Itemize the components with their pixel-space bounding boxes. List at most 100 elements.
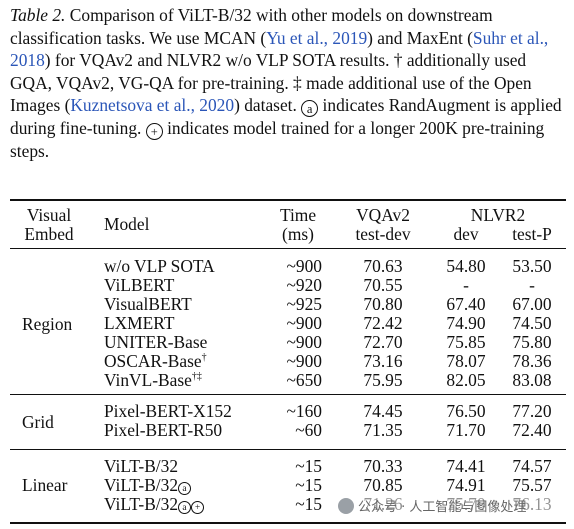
table-cell-nlvr-test: -: [529, 275, 535, 295]
table-cell-nlvr-dev: 75.85: [446, 332, 486, 352]
table-cell-nlvr-test: 75.57: [512, 475, 552, 495]
table-cell-vqa: 70.33: [363, 456, 403, 476]
circled-a-icon: a: [178, 501, 192, 514]
table-row-model: ViLT-B/32 a +: [104, 494, 205, 514]
table-cell-time: ~15: [295, 475, 322, 495]
table-row-model: VisualBERT: [104, 294, 192, 314]
table-cell-nlvr-dev: 82.05: [446, 370, 486, 390]
header-nlvr-test: test-P: [512, 224, 552, 244]
header-vqa-split: test-dev: [355, 224, 411, 244]
model-name: VisualBERT: [104, 294, 192, 314]
group-label-grid: Grid: [22, 412, 54, 432]
table-cell-time: ~15: [295, 456, 322, 476]
header-visual-embed: Embed: [24, 224, 74, 244]
header-model: Model: [104, 214, 150, 234]
table-cell-nlvr-test: 75.80: [512, 332, 552, 352]
table-cell-nlvr-test: 78.36: [512, 351, 552, 371]
table-row-model: VinVL-Base†‡: [104, 370, 202, 390]
model-name: w/o VLP SOTA: [104, 256, 215, 276]
group-label-linear: Linear: [22, 475, 68, 495]
bottom-rule: [10, 522, 566, 524]
circled-plus-icon: +: [191, 501, 205, 514]
table-cell-time: ~160: [286, 401, 323, 421]
group-label-region: Region: [22, 314, 73, 334]
table-cell-vqa: 70.55: [363, 275, 403, 295]
table-cell-time: ~900: [286, 332, 323, 352]
top-rule: [10, 199, 566, 201]
table-cell-time: ~925: [286, 294, 323, 314]
table-cell-nlvr-test: 83.08: [512, 370, 552, 390]
table-cell-vqa: 72.70: [363, 332, 403, 352]
model-name: Pixel-BERT-R50: [104, 420, 223, 440]
watermark-text: 公众号 · 人工智能与图像处理: [358, 500, 527, 515]
table-cell-time: ~650: [286, 370, 323, 390]
circled-a-icon: a: [301, 100, 319, 118]
table-cell-time: ~15: [295, 494, 322, 514]
citation-link-suhr[interactable]: Suhr et al., 2018: [10, 27, 549, 71]
table-cell-nlvr-test: 67.00: [512, 294, 552, 314]
table-cell-time: ~900: [286, 256, 323, 276]
model-name: ViLT-B/32: [104, 456, 179, 476]
table-row-model: LXMERT: [104, 313, 174, 333]
citation-link-kuznetsova[interactable]: Kuznetsova et al., 2020: [70, 95, 235, 116]
table-row-model: ViLT-B/32: [104, 456, 178, 476]
table-cell-nlvr-dev: 76.50: [446, 401, 486, 421]
caption-text: ) for VQAv2 and NLVR2 w/o VLP SOTA resul…: [10, 50, 532, 116]
table-cell-vqa: 73.16: [363, 351, 403, 371]
citation-link-yu[interactable]: Yu et al., 2019: [266, 27, 368, 48]
header-nlvr: NLVR2: [470, 205, 526, 225]
caption-label: Table 2.: [10, 5, 66, 25]
caption-text: ) and MaxEnt (: [367, 27, 473, 48]
table-cell-vqa: 74.45: [363, 401, 403, 421]
table-row-model: Pixel-BERT-X152: [104, 401, 232, 421]
model-name: OSCAR-Base: [104, 351, 202, 371]
table-cell-vqa: 75.95: [363, 370, 403, 390]
model-name: ViLT-B/32: [104, 475, 179, 495]
table-cell-vqa: 71.35: [363, 420, 403, 440]
model-name: VinVL-Base: [104, 370, 192, 390]
caption-text: indicates RandAugment is applied during …: [10, 95, 562, 139]
table-row-model: w/o VLP SOTA: [104, 256, 215, 276]
model-name: LXMERT: [104, 313, 175, 333]
header-nlvr-dev: dev: [453, 224, 479, 244]
table-cell-nlvr-dev: 74.41: [446, 456, 486, 476]
table-cell-vqa: 70.85: [363, 475, 403, 495]
table-cell-nlvr-test: 77.20: [512, 401, 552, 421]
table-cell-nlvr-test: 53.50: [512, 256, 552, 276]
table-caption: Table 2. Comparison of ViLT-B/32 with ot…: [10, 4, 566, 163]
model-name: ViLT-B/32: [104, 494, 179, 514]
table-row-model: ViLT-B/32 a: [104, 475, 192, 495]
table-row-model: ViLBERT: [104, 275, 174, 295]
table-cell-nlvr-dev: 54.80: [446, 256, 486, 276]
wechat-icon: [338, 498, 354, 514]
header-rule: [10, 248, 566, 249]
group-rule: [10, 394, 566, 395]
table-cell-nlvr-test: 72.40: [512, 420, 552, 440]
table-cell-time: ~60: [295, 420, 322, 440]
header-vqa: VQAv2: [356, 205, 410, 225]
table-cell-nlvr-dev: 74.91: [446, 475, 486, 495]
table-cell-nlvr-test: 74.57: [512, 456, 552, 476]
footnote-mark: †: [201, 352, 207, 364]
table-cell-nlvr-dev: 71.70: [446, 420, 486, 440]
table-cell-nlvr-dev: -: [463, 275, 469, 295]
table-cell-time: ~900: [286, 313, 323, 333]
table-cell-vqa: 70.63: [363, 256, 403, 276]
header-visual-embed: Visual: [26, 205, 72, 225]
watermark: 公众号 · 人工智能与图像处理: [338, 496, 570, 520]
header-time: Time: [279, 205, 317, 225]
table-cell-vqa: 72.42: [363, 313, 403, 333]
comparison-table: Visual Embed Model Time (ms) VQAv2 test-…: [10, 199, 566, 529]
table-cell-nlvr-dev: 78.07: [446, 351, 486, 371]
circled-a-icon: a: [178, 482, 192, 495]
table-cell-vqa: 70.80: [363, 294, 403, 314]
caption-text: indicates model trained for a longer 200…: [10, 118, 545, 162]
footnote-mark: †‡: [191, 371, 202, 383]
model-name: ViLBERT: [104, 275, 175, 295]
table-row-model: Pixel-BERT-R50: [104, 420, 222, 440]
table-cell-nlvr-test: 74.50: [512, 313, 552, 333]
table-cell-time: ~900: [286, 351, 323, 371]
group-rule: [10, 449, 566, 450]
model-name: UNITER-Base: [104, 332, 208, 352]
model-name: Pixel-BERT-X152: [104, 401, 232, 421]
